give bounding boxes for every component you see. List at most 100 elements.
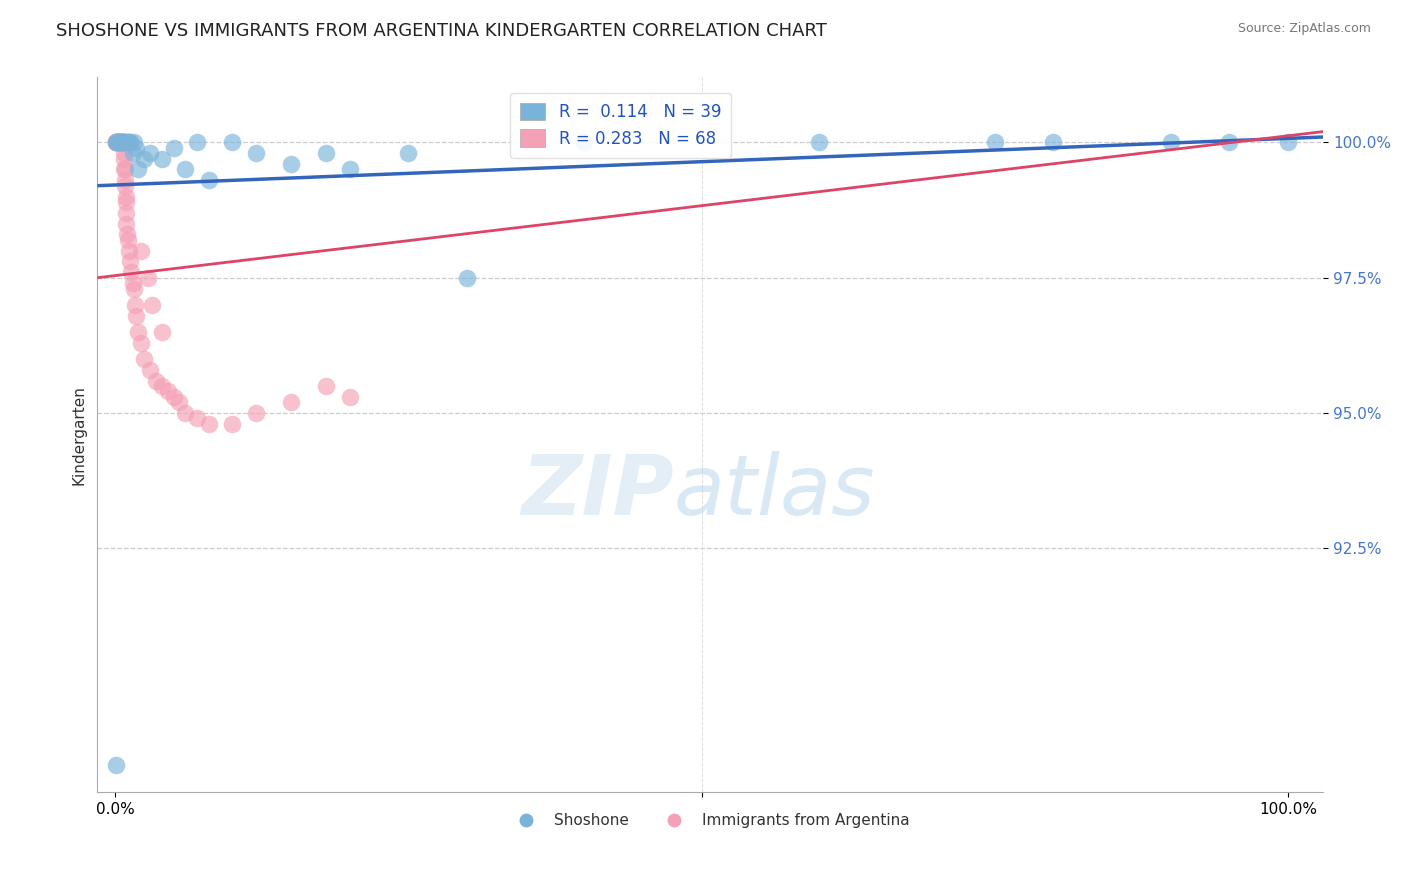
Point [136, 270, 159, 285]
Point [150, 325, 173, 339]
Point [120, 254, 142, 268]
Point [118, 244, 141, 258]
Point [1160, 136, 1182, 150]
Point [110, 136, 132, 150]
Point [121, 146, 143, 161]
Point [122, 136, 145, 150]
Point [107, 136, 129, 150]
Point [280, 395, 302, 409]
Point [150, 152, 173, 166]
Point [1042, 136, 1064, 150]
Point [111, 136, 134, 150]
Point [110, 136, 132, 150]
Point [1218, 136, 1240, 150]
Point [150, 379, 173, 393]
Point [108, 136, 131, 150]
Point [107, 136, 129, 150]
Point [456, 270, 478, 285]
Point [105, 136, 128, 150]
Text: ZIP: ZIP [520, 451, 673, 533]
Point [280, 157, 302, 171]
Point [120, 136, 142, 150]
Point [114, 173, 136, 187]
Point [186, 136, 208, 150]
Point [114, 178, 136, 193]
Point [107, 136, 129, 150]
Point [198, 417, 221, 431]
Point [112, 136, 135, 150]
Point [117, 136, 139, 150]
Point [121, 276, 143, 290]
Point [115, 227, 138, 242]
Point [114, 189, 136, 203]
Point [245, 406, 267, 420]
Point [198, 173, 221, 187]
Point [114, 162, 136, 177]
Point [114, 194, 136, 209]
Point [104, 758, 127, 772]
Point [104, 136, 127, 150]
Point [105, 136, 128, 150]
Point [134, 351, 156, 366]
Point [221, 417, 243, 431]
Point [120, 265, 142, 279]
Point [112, 152, 135, 166]
Point [127, 162, 149, 177]
Point [139, 363, 162, 377]
Point [186, 411, 208, 425]
Point [1277, 136, 1299, 150]
Point [105, 136, 128, 150]
Point [115, 217, 138, 231]
Point [104, 136, 127, 150]
Point [111, 136, 134, 150]
Point [114, 136, 136, 150]
Point [105, 136, 128, 150]
Point [156, 384, 179, 399]
Point [162, 390, 184, 404]
Point [118, 136, 141, 150]
Point [174, 406, 197, 420]
Point [117, 233, 139, 247]
Point [221, 136, 243, 150]
Text: SHOSHONE VS IMMIGRANTS FROM ARGENTINA KINDERGARTEN CORRELATION CHART: SHOSHONE VS IMMIGRANTS FROM ARGENTINA KI… [56, 22, 827, 40]
Point [110, 136, 132, 150]
Point [315, 379, 337, 393]
Point [108, 136, 131, 150]
Point [122, 281, 145, 295]
Point [127, 325, 149, 339]
Text: atlas: atlas [673, 451, 875, 533]
Point [984, 136, 1007, 150]
Point [145, 374, 167, 388]
Point [124, 298, 146, 312]
Point [112, 136, 135, 150]
Point [112, 146, 135, 161]
Point [112, 136, 135, 150]
Point [245, 146, 267, 161]
Text: Source: ZipAtlas.com: Source: ZipAtlas.com [1237, 22, 1371, 36]
Point [125, 141, 148, 155]
Point [807, 136, 830, 150]
Point [108, 136, 131, 150]
Point [134, 152, 156, 166]
Point [111, 136, 134, 150]
Point [108, 136, 131, 150]
Point [107, 136, 129, 150]
Point [110, 136, 132, 150]
Point [162, 141, 184, 155]
Point [111, 136, 134, 150]
Point [574, 136, 596, 150]
Point [107, 136, 129, 150]
Point [112, 162, 135, 177]
Point [129, 244, 152, 258]
Point [115, 136, 138, 150]
Point [129, 335, 152, 350]
Point [107, 136, 129, 150]
Point [141, 298, 163, 312]
Point [339, 390, 361, 404]
Point [108, 136, 131, 150]
Point [139, 146, 162, 161]
Y-axis label: Kindergarten: Kindergarten [72, 384, 86, 484]
Point [169, 395, 191, 409]
Point [115, 206, 138, 220]
Legend: Shoshone, Immigrants from Argentina: Shoshone, Immigrants from Argentina [505, 807, 915, 834]
